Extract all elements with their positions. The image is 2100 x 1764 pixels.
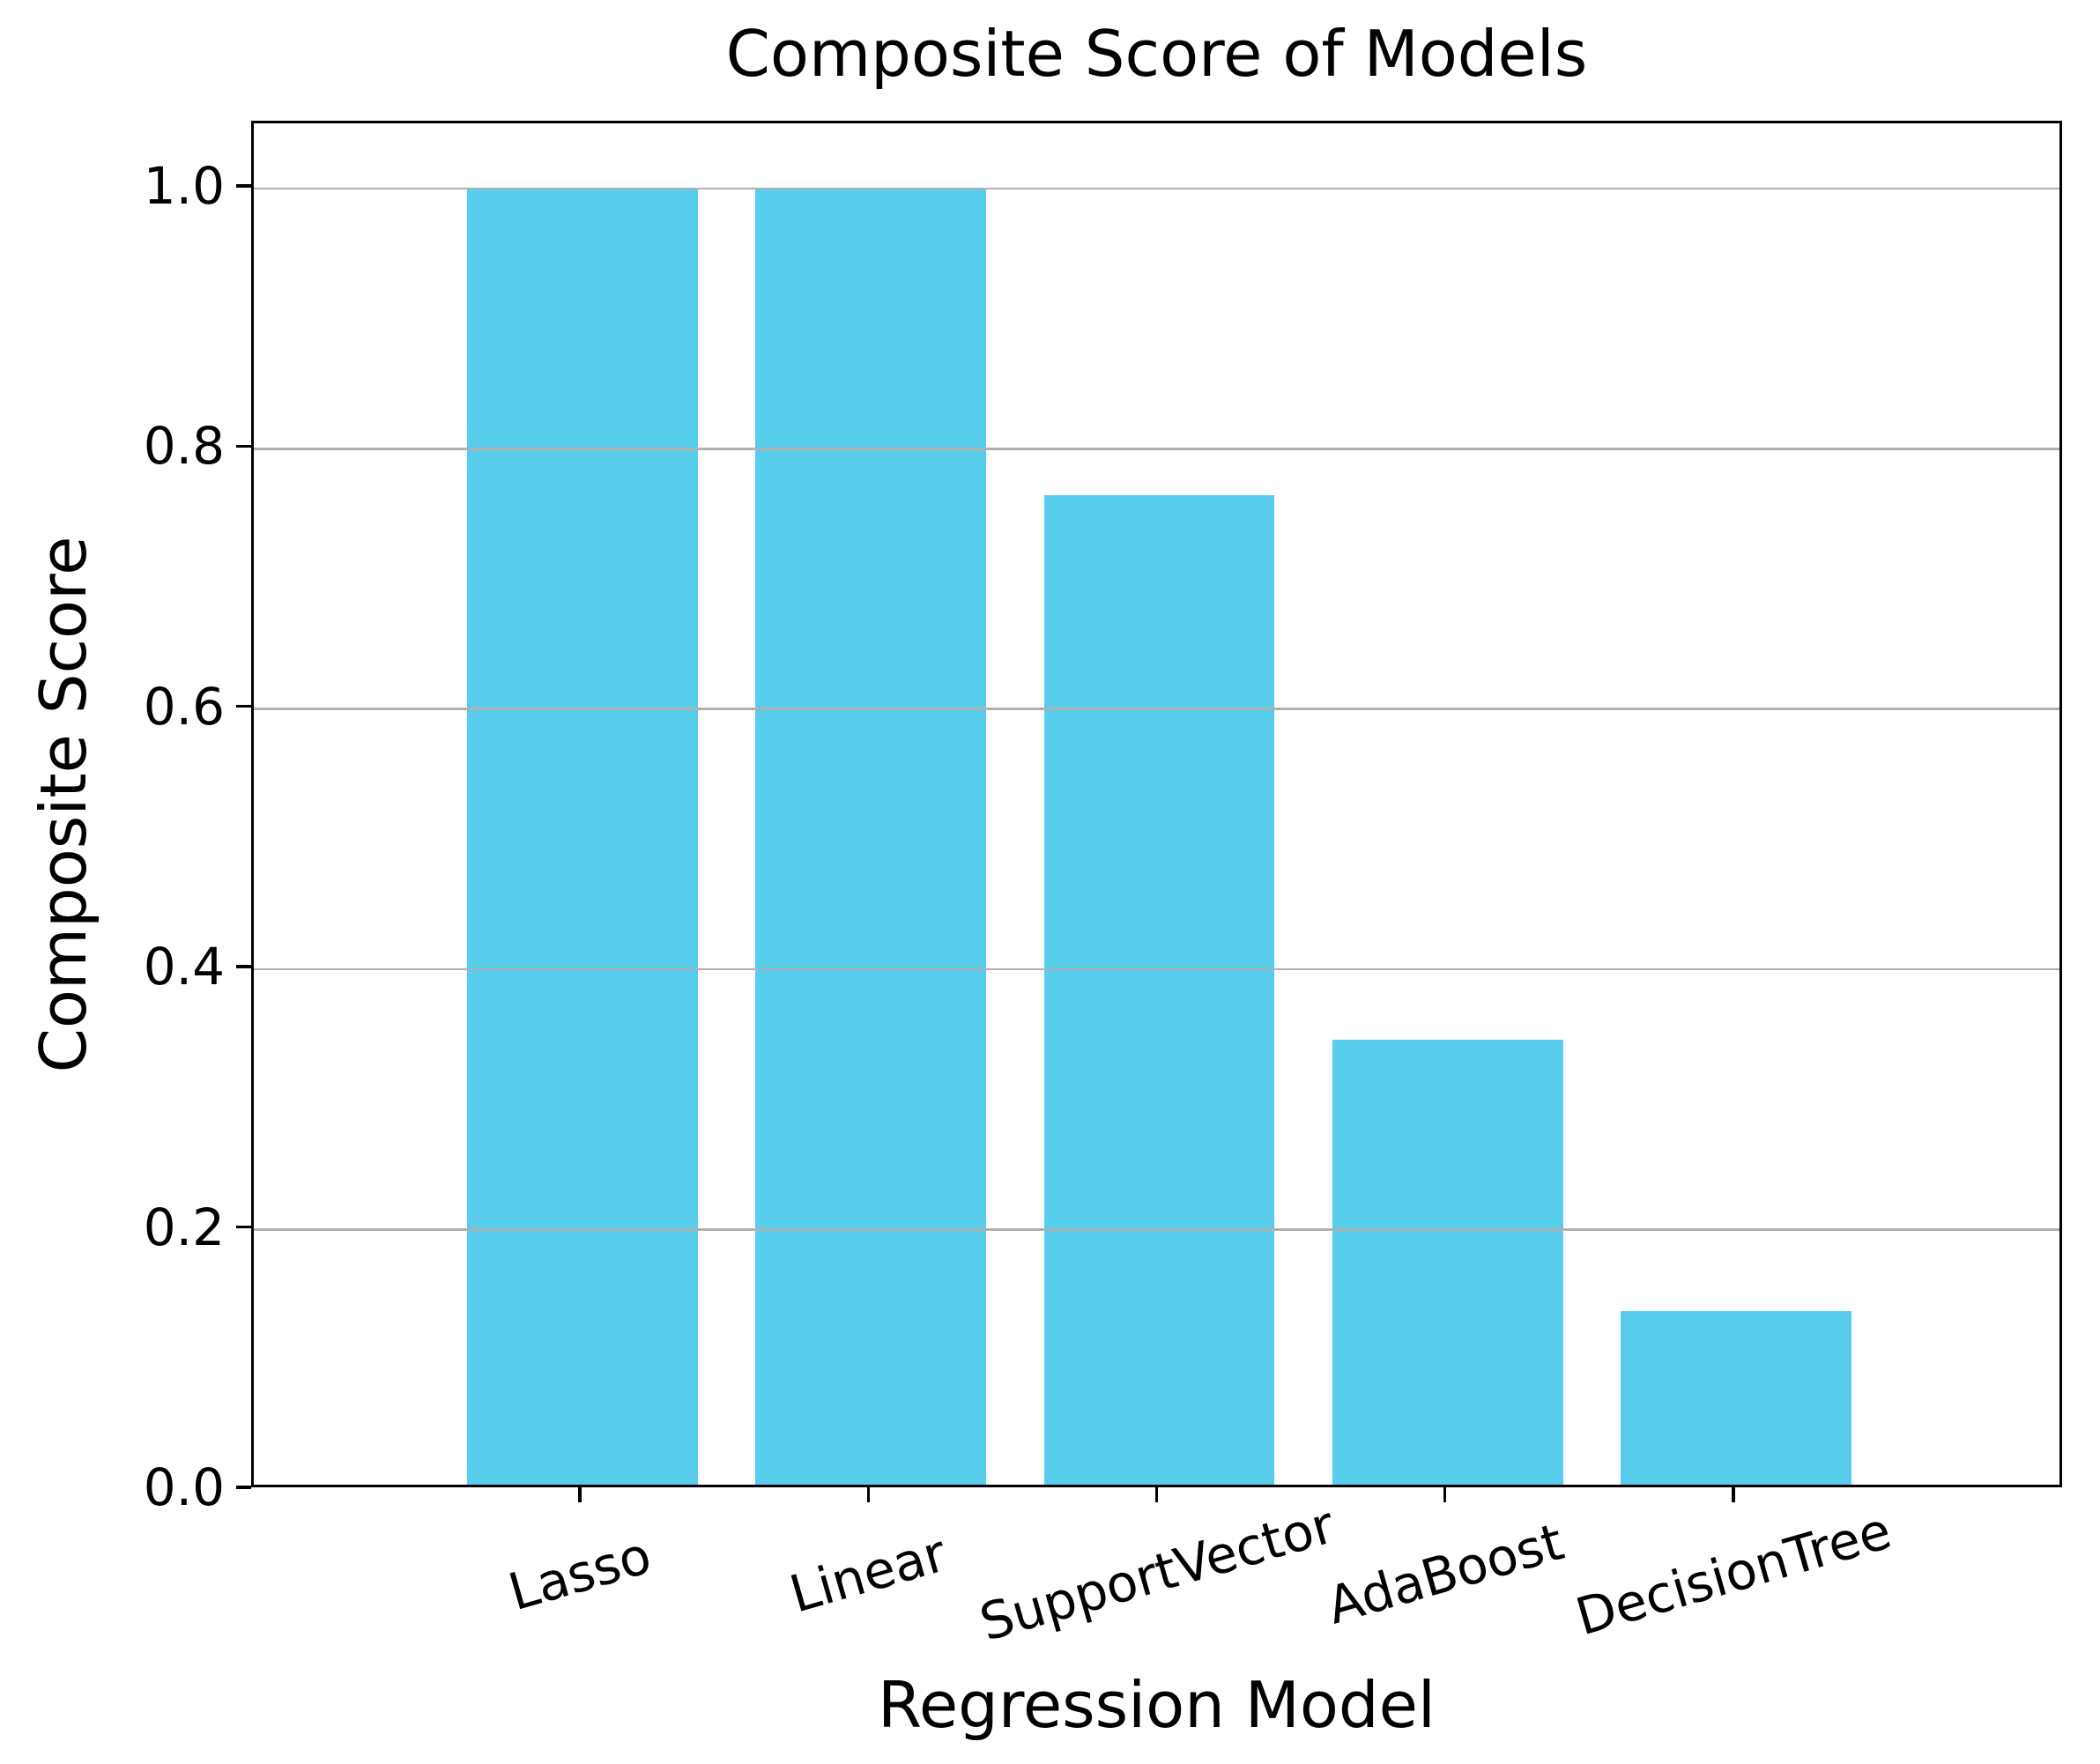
x-tick-label-Linear: Linear bbox=[783, 1523, 954, 1625]
y-tick-mark bbox=[236, 1486, 251, 1489]
bar-Lasso bbox=[467, 188, 698, 1485]
y-tick-label: 0.2 bbox=[143, 1197, 225, 1257]
y-tick-label: 0.8 bbox=[143, 416, 225, 477]
x-tick-label-Lasso: Lasso bbox=[501, 1524, 658, 1623]
x-tick-mark bbox=[1154, 1487, 1159, 1502]
x-tick-mark bbox=[578, 1487, 582, 1502]
x-axis-label: Regression Model bbox=[878, 1668, 1436, 1742]
bar-Linear bbox=[755, 188, 987, 1485]
gridline-0.8 bbox=[254, 448, 2059, 450]
x-tick-label-AdaBoost: AdaBoost bbox=[1320, 1511, 1570, 1636]
y-tick-label: 0.0 bbox=[143, 1457, 225, 1517]
gridline-0.6 bbox=[254, 708, 2059, 710]
y-tick-label: 0.4 bbox=[143, 937, 225, 997]
y-tick-label: 1.0 bbox=[143, 155, 225, 216]
gridline-0.2 bbox=[254, 1228, 2059, 1231]
y-tick-label: 0.6 bbox=[143, 676, 225, 737]
bar-DecisionTree bbox=[1621, 1310, 1851, 1485]
y-tick-mark bbox=[236, 1225, 251, 1229]
chart-title: Composite Score of Models bbox=[725, 17, 1588, 91]
x-tick-label-DecisionTree: DecisionTree bbox=[1569, 1500, 1898, 1648]
gridline-1 bbox=[254, 187, 2059, 190]
y-tick-mark bbox=[236, 184, 251, 188]
y-tick-mark bbox=[236, 444, 251, 448]
bar-SupportVector bbox=[1043, 495, 1275, 1485]
y-tick-mark bbox=[236, 704, 251, 708]
x-tick-mark bbox=[1443, 1487, 1447, 1502]
bar-AdaBoost bbox=[1332, 1040, 1563, 1485]
gridline-0.4 bbox=[254, 967, 2059, 971]
x-tick-mark bbox=[1732, 1487, 1735, 1502]
plot-area bbox=[251, 121, 2062, 1487]
x-tick-mark bbox=[866, 1487, 871, 1502]
y-tick-mark bbox=[236, 965, 251, 968]
x-tick-label-SupportVector: SupportVector bbox=[973, 1494, 1340, 1653]
